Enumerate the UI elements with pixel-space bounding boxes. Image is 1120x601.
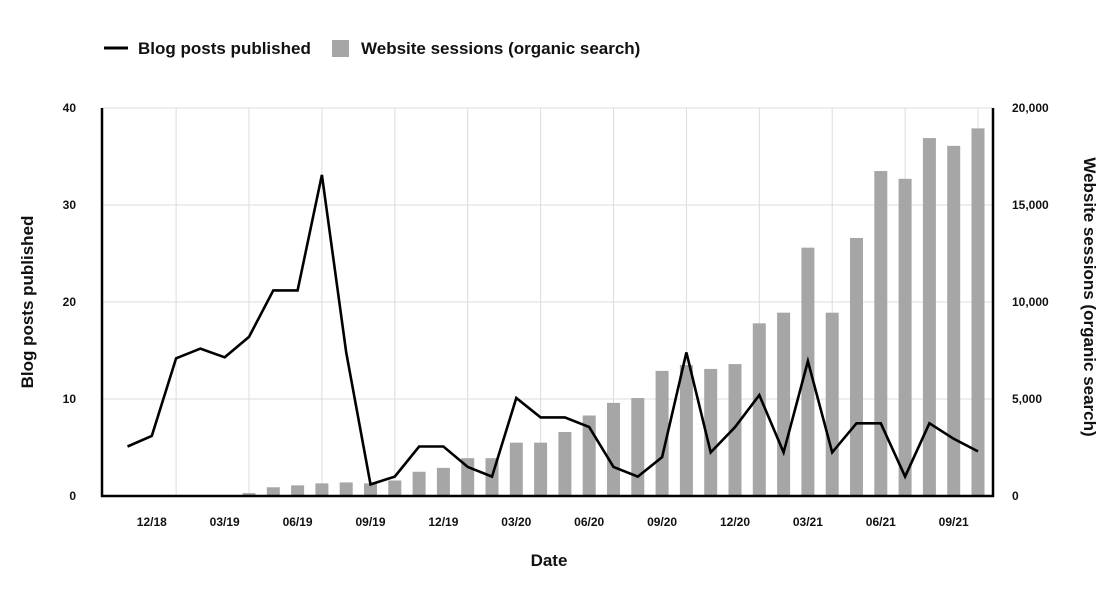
- y-tick-left-label: 0: [69, 489, 76, 503]
- bar-sessions: [558, 431, 572, 496]
- bar-sessions: [291, 485, 305, 496]
- x-tick-label: 09/19: [355, 515, 385, 529]
- x-axis-title: Date: [531, 551, 568, 570]
- bar-sessions: [947, 145, 961, 496]
- line-blog-posts: [126, 174, 979, 487]
- legend-bar-swatch: [332, 40, 349, 57]
- legend-label-website-sessions: Website sessions (organic search): [361, 39, 640, 58]
- bar-sessions: [922, 138, 936, 496]
- x-tick-label: 09/21: [939, 515, 969, 529]
- y-tick-right-label: 15,000: [1012, 198, 1049, 212]
- y-tick-right-label: 0: [1012, 489, 1019, 503]
- y-axis-right-title: Website sessions (organic search): [1080, 157, 1099, 436]
- bar-sessions: [534, 442, 548, 496]
- y-tick-left-label: 20: [63, 295, 77, 309]
- bar-sessions: [436, 467, 450, 496]
- bar-sessions: [971, 128, 985, 496]
- line-series: [126, 174, 979, 487]
- bar-sessions: [679, 365, 693, 496]
- bar-sessions: [339, 482, 353, 496]
- y-ticks-right: 0 5,000 10,000 15,000 20,000: [1012, 101, 1049, 503]
- bar-sessions: [898, 178, 912, 496]
- bar-sessions: [266, 487, 280, 496]
- y-axis-left-title: Blog posts published: [18, 216, 37, 389]
- x-tick-label: 06/21: [866, 515, 896, 529]
- bar-sessions: [509, 442, 523, 496]
- bar-sessions: [850, 237, 863, 497]
- bar-sessions: [825, 312, 839, 496]
- y-tick-left-label: 10: [63, 392, 77, 406]
- x-tick-label: 12/20: [720, 515, 750, 529]
- bar-sessions: [315, 483, 329, 496]
- bar-sessions: [242, 493, 256, 496]
- bar-sessions: [388, 480, 402, 496]
- x-tick-label: 12/18: [137, 515, 167, 529]
- x-tick-label: 03/19: [210, 515, 240, 529]
- y-tick-left-label: 30: [63, 198, 77, 212]
- bar-sessions: [582, 415, 596, 496]
- bar-sessions: [728, 364, 742, 496]
- y-ticks-left: 0 10 20 30 40: [63, 101, 77, 503]
- bar-sessions: [607, 402, 620, 496]
- bar-sessions: [655, 370, 669, 496]
- x-tick-label: 06/19: [283, 515, 313, 529]
- y-tick-right-label: 20,000: [1012, 101, 1049, 115]
- bar-sessions: [777, 312, 791, 496]
- bar-sessions: [704, 368, 718, 496]
- bar-sessions: [364, 483, 377, 496]
- bar-sessions: [412, 471, 426, 496]
- x-tick-label: 12/19: [428, 515, 458, 529]
- bar-sessions: [631, 398, 645, 496]
- x-tick-label: 06/20: [574, 515, 604, 529]
- x-tick-label: 03/21: [793, 515, 823, 529]
- bar-sessions: [801, 247, 815, 496]
- x-tick-label: 09/20: [647, 515, 677, 529]
- bar-sessions: [752, 323, 766, 496]
- y-tick-left-label: 40: [63, 101, 77, 115]
- legend: Blog posts published Website sessions (o…: [104, 39, 640, 58]
- x-ticks: 12/18 03/19 06/19 09/19 12/19 03/20 06/20 09/20…: [137, 515, 969, 529]
- bars: [242, 128, 985, 497]
- x-tick-label: 03/20: [501, 515, 531, 529]
- y-tick-right-label: 5,000: [1012, 392, 1042, 406]
- bar-sessions: [874, 171, 888, 497]
- legend-label-blog-posts: Blog posts published: [138, 39, 311, 58]
- y-tick-right-label: 10,000: [1012, 295, 1049, 309]
